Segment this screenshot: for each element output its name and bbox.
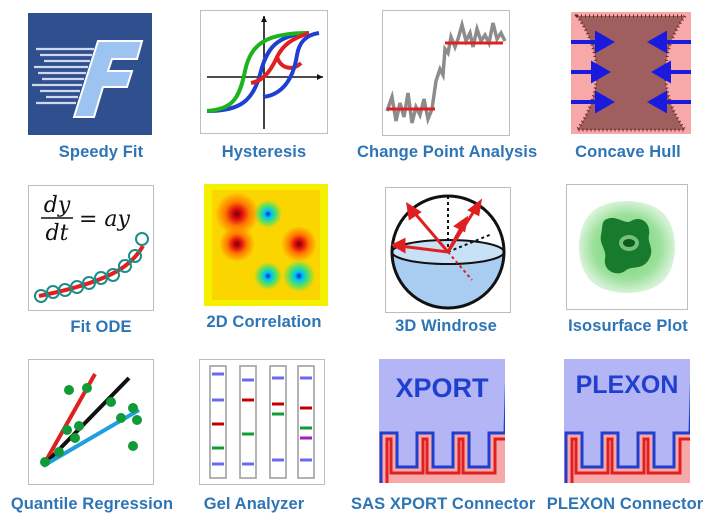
app-tile-concave-hull[interactable]: Concave Hull (539, 0, 717, 175)
sas-xport-icon: XPORT (379, 359, 505, 483)
ode-numerator: dy (44, 193, 71, 218)
app-label: PLEXON Connector (546, 495, 704, 513)
ode-rhs: = ay (79, 207, 131, 232)
3d-windrose-icon (385, 187, 511, 313)
app-tile-plexon[interactable]: PLEXON PLEXON Connector (536, 350, 714, 525)
isosurface-icon (566, 184, 688, 310)
app-tile-3d-windrose[interactable]: 3D Windrose (357, 175, 535, 350)
concave-hull-icon (571, 12, 691, 134)
2d-correlation-icon (204, 184, 328, 306)
quantile-regression-icon (28, 359, 154, 485)
app-label: Fit ODE (70, 318, 132, 336)
plexon-icon: PLEXON (564, 359, 690, 483)
hysteresis-icon (200, 10, 328, 134)
change-point-icon (382, 10, 510, 136)
app-tile-gel-analyzer[interactable]: Gel Analyzer (165, 350, 343, 525)
app-tile-sas-xport[interactable]: XPORT SAS XPORT Connector (351, 350, 536, 525)
app-tile-quantile-regression[interactable]: Quantile Regression (3, 350, 181, 525)
app-tile-2d-correlation[interactable]: 2D Correlation (175, 175, 353, 350)
app-label: Isosurface Plot (568, 317, 688, 335)
app-label: Gel Analyzer (203, 495, 305, 513)
app-tile-hysteresis[interactable]: Hysteresis (175, 0, 353, 175)
app-tile-isosurface[interactable]: Isosurface Plot (539, 175, 717, 350)
ode-denominator: dt (46, 221, 69, 246)
xport-title: XPORT (395, 373, 489, 403)
speedy-fit-icon (28, 13, 152, 135)
app-label: Speedy Fit (58, 143, 144, 161)
app-label: SAS XPORT Connector (351, 495, 536, 513)
gel-analyzer-icon (199, 359, 325, 485)
fit-ode-icon: dy dt = ay (28, 185, 154, 311)
app-label: Hysteresis (221, 143, 307, 161)
plexon-title: PLEXON (576, 371, 679, 399)
app-label: Change Point Analysis (357, 143, 538, 161)
app-label: 2D Correlation (206, 313, 322, 331)
app-label: Concave Hull (575, 143, 681, 161)
app-tile-speedy-fit[interactable]: Speedy Fit (12, 0, 190, 175)
app-label: 3D Windrose (395, 317, 497, 335)
app-tile-change-point[interactable]: Change Point Analysis (357, 0, 538, 175)
app-tile-fit-ode[interactable]: dy dt = ay Fit ODE (12, 175, 190, 350)
app-label: Quantile Regression (10, 495, 174, 513)
